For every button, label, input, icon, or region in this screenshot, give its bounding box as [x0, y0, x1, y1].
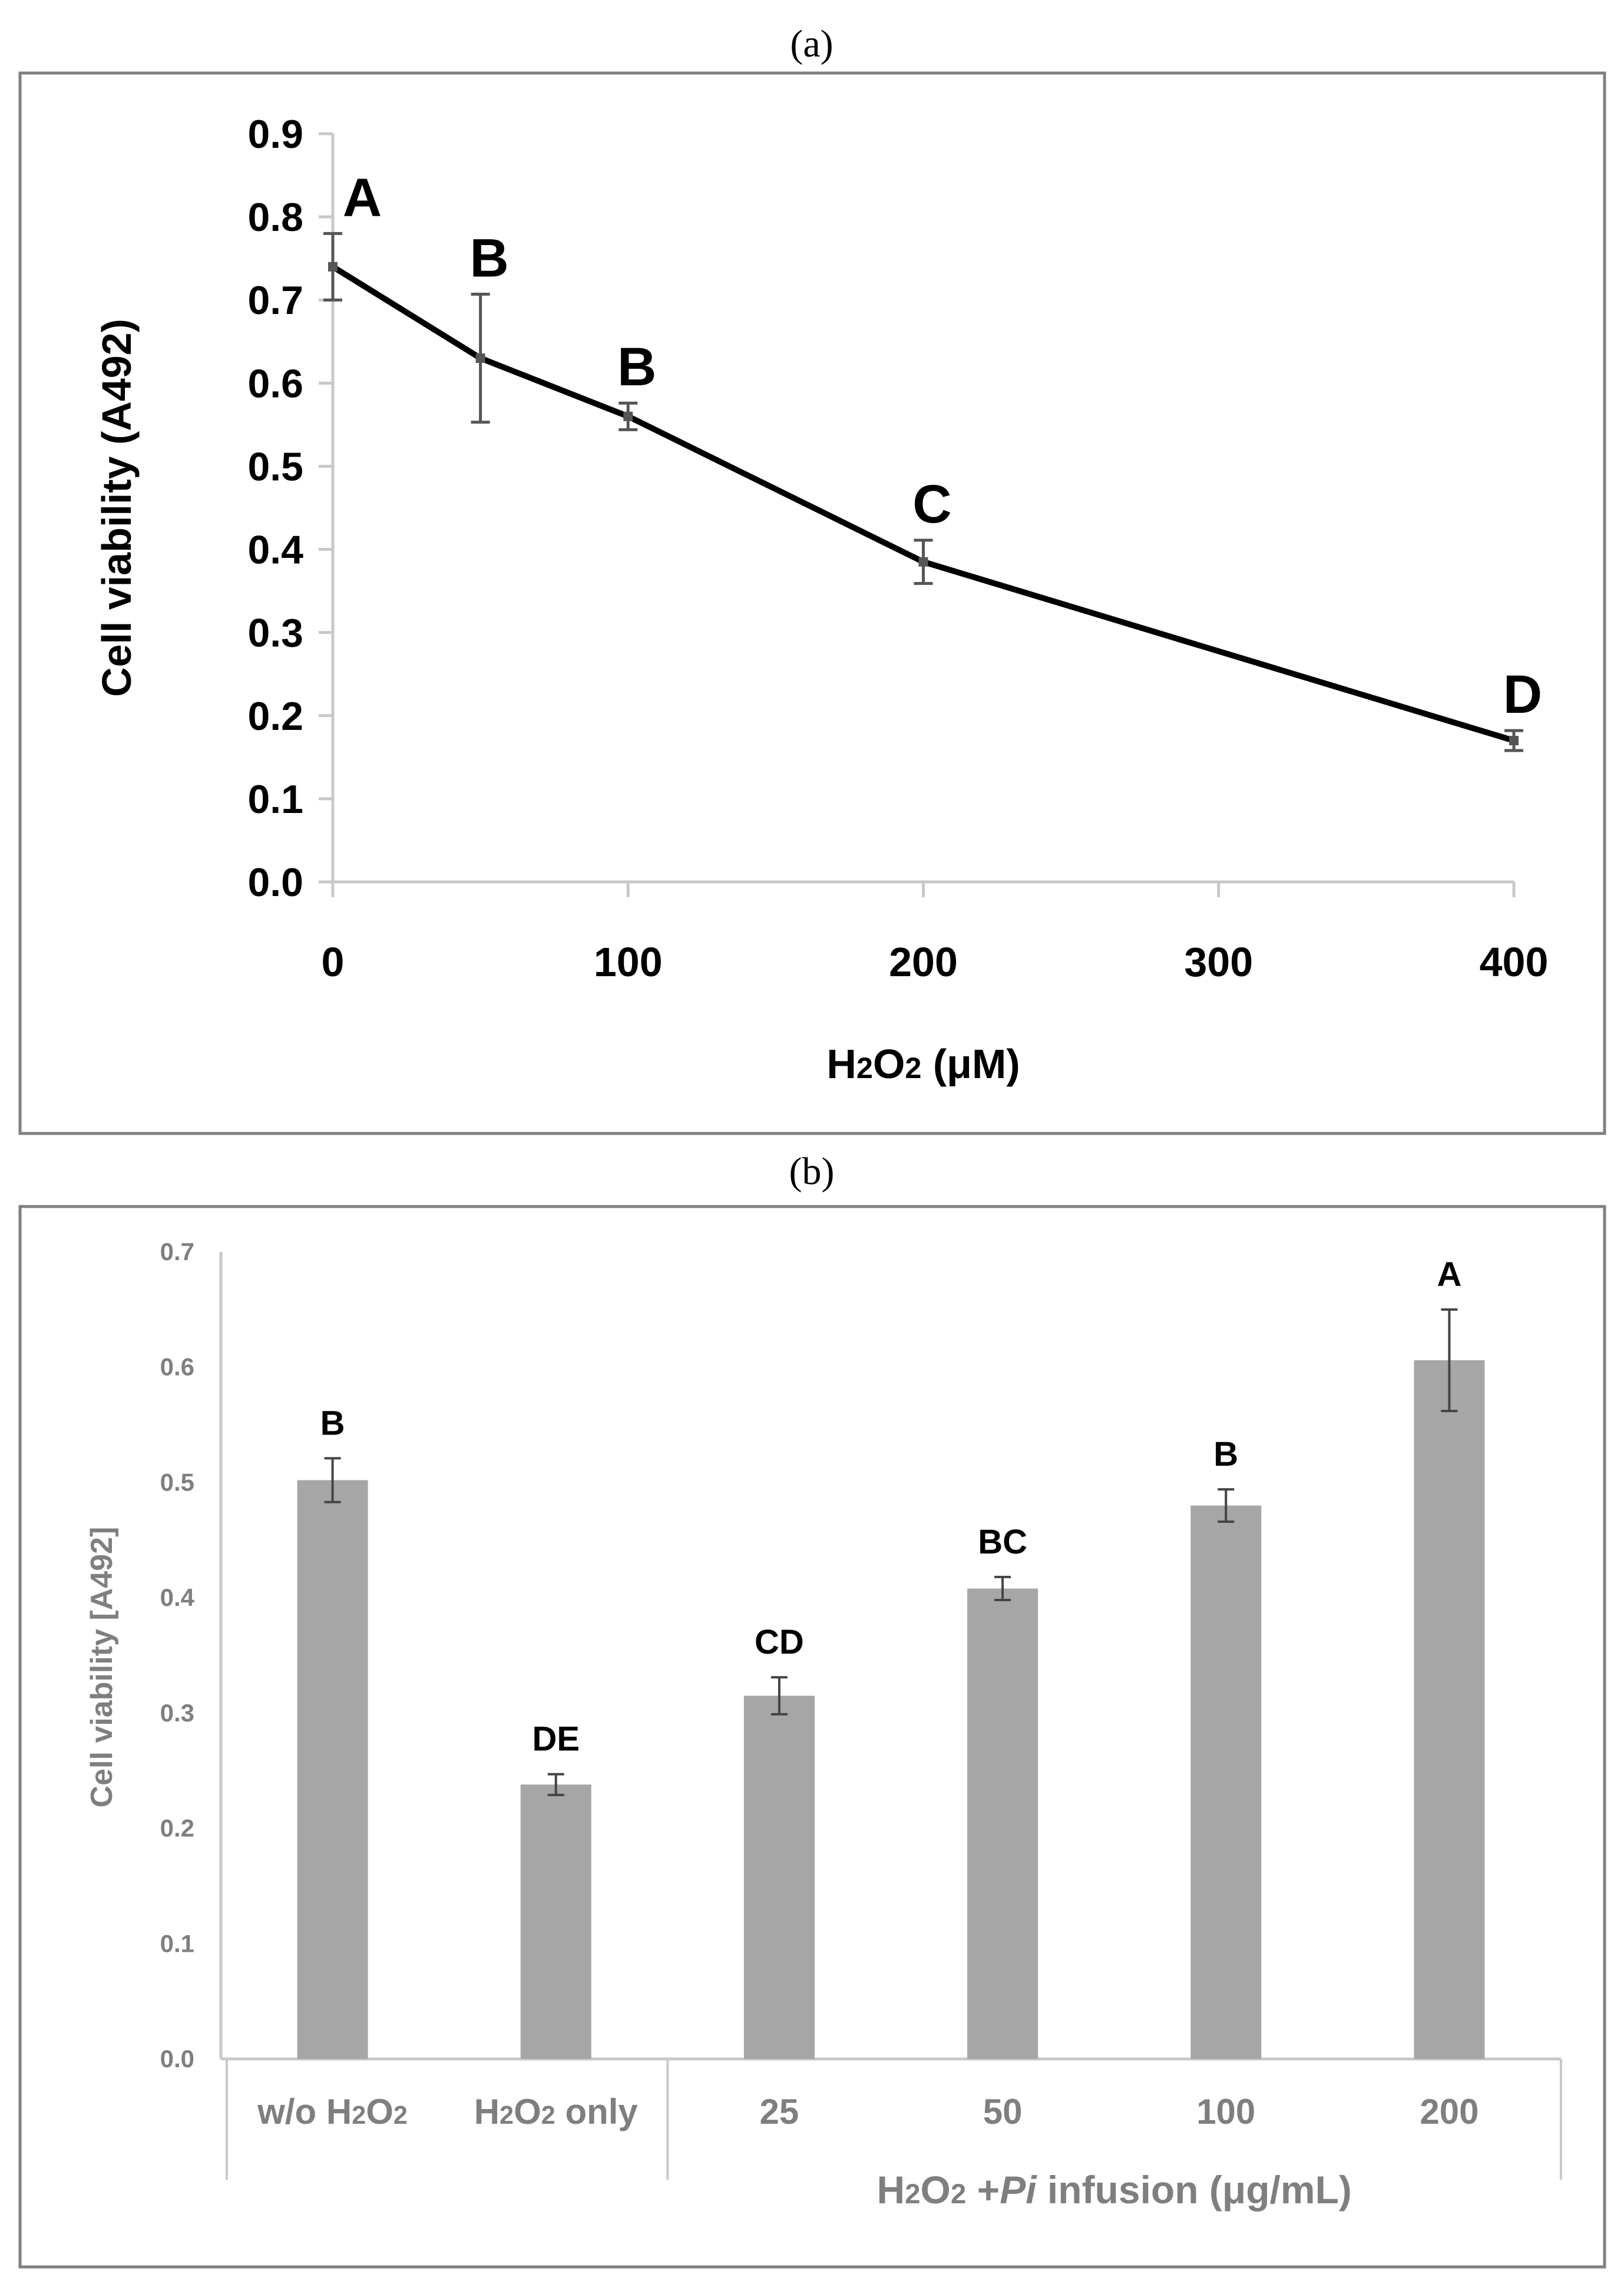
- y-tick-label: 0.7: [247, 278, 303, 323]
- bar: [743, 1695, 815, 2059]
- y-axis-title: Cell viability [A492]: [85, 1527, 119, 1808]
- significance-letter: B: [469, 228, 508, 288]
- significance-letter: B: [1213, 1435, 1238, 1473]
- y-tick-label: 0.0: [160, 2045, 194, 2073]
- y-tick-label: 0.0: [247, 860, 303, 905]
- y-tick-label: 0.6: [247, 361, 303, 406]
- significance-letter: C: [912, 474, 951, 534]
- y-tick-label: 0.3: [247, 611, 303, 656]
- y-tick-label: 0.5: [160, 1468, 194, 1496]
- bar: [967, 1588, 1038, 2059]
- x-tick-label: 50: [983, 2092, 1023, 2131]
- y-tick-label: 0.1: [247, 777, 303, 822]
- y-tick-label: 0.9: [247, 112, 303, 157]
- x-tick-label: 200: [1420, 2092, 1479, 2131]
- y-tick-label: 0.4: [160, 1584, 195, 1611]
- data-point: [475, 353, 485, 363]
- y-tick-label: 0.2: [160, 1814, 194, 1842]
- significance-letter: A: [343, 167, 382, 227]
- x-axis-title: H2O2 (μM): [826, 1041, 1020, 1087]
- x-tick-label: 100: [594, 939, 663, 985]
- significance-letter: B: [320, 1404, 345, 1442]
- significance-letter: B: [617, 337, 656, 397]
- x-tick-label: H2O2 only: [474, 2092, 639, 2131]
- data-point: [918, 557, 928, 567]
- x-tick-label: 200: [889, 939, 958, 985]
- y-tick-label: 0.3: [160, 1699, 194, 1727]
- y-tick-label: 0.5: [247, 444, 303, 489]
- bar: [1414, 1360, 1485, 2059]
- bar: [297, 1480, 368, 2059]
- data-point: [328, 262, 338, 272]
- x-tick-label: 0: [322, 939, 345, 985]
- panel-a-frame: [18, 71, 1606, 1135]
- panel-a-label: (a): [790, 22, 833, 65]
- y-tick-label: 0.8: [247, 195, 303, 240]
- significance-letter: DE: [532, 1720, 580, 1759]
- y-tick-label: 0.4: [247, 528, 303, 573]
- y-axis-title: Cell viability (A492): [94, 319, 140, 697]
- data-point: [1509, 736, 1519, 746]
- bar-chart: 0.0 0.1 0.2 0.3 0.4 0.5 0.6 0.7 Cell viability […: [85, 1238, 1562, 2212]
- y-tick-label: 0.6: [160, 1353, 194, 1381]
- y-tick-label: 0.7: [160, 1238, 194, 1265]
- x-tick-label: 300: [1184, 939, 1253, 985]
- panel-b-label: (b): [789, 1150, 835, 1193]
- significance-letter: D: [1503, 665, 1542, 725]
- y-tick-label: 0.1: [160, 1929, 194, 1957]
- x-group-label: H2O2 +Pi infusion (μg/mL): [877, 2168, 1351, 2212]
- line-chart: 0.0 0.1 0.2 0.3 0.4 0.5 0.6 0.7 0.8 0.9 0 100 200 300…: [94, 112, 1548, 1087]
- x-tick-label: 25: [760, 2092, 799, 2131]
- y-tick-label: 0.2: [247, 694, 303, 739]
- x-tick-label: 400: [1480, 939, 1549, 985]
- significance-letter: A: [1437, 1255, 1461, 1294]
- x-tick-label: 100: [1196, 2092, 1255, 2131]
- bar: [520, 1784, 591, 2059]
- significance-letter: BC: [978, 1523, 1027, 1561]
- bar: [1190, 1505, 1262, 2059]
- data-point: [623, 411, 633, 421]
- x-tick-label: w/o H2O2: [257, 2092, 408, 2131]
- significance-letter: CD: [755, 1623, 804, 1661]
